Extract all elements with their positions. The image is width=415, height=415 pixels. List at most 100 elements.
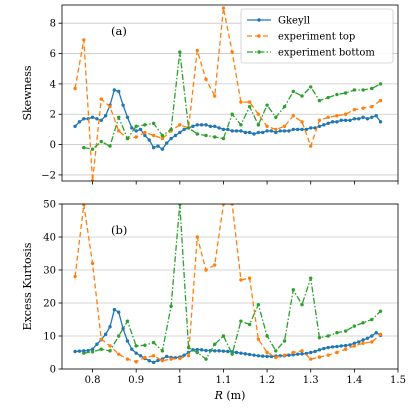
data-point-gkeyll [374,114,378,118]
data-point-experiment-bottom [335,92,339,97]
data-point-experiment-bottom [317,98,322,103]
y-tick-label: 2 [50,110,56,121]
legend-label: experiment bottom [278,48,375,59]
data-point-experiment-bottom [178,204,182,206]
data-point-experiment-top [213,263,217,267]
legend-box [240,8,394,64]
data-point-experiment-top [108,344,112,348]
data-point-gkeyll [239,351,243,355]
data-point-gkeyll [309,350,313,355]
data-point-experiment-bottom [90,147,95,151]
data-point-experiment-top [309,357,313,361]
data-point-experiment-top [90,179,95,181]
data-point-experiment-top [221,6,226,10]
data-point-gkeyll [287,129,291,133]
data-point-gkeyll [339,118,343,123]
data-point-experiment-top [282,124,287,129]
data-point-gkeyll [378,120,383,124]
data-point-experiment-bottom [125,136,130,141]
data-point-experiment-bottom [90,350,95,354]
data-point-gkeyll [322,123,326,127]
data-point-experiment-bottom [309,85,313,89]
data-point-experiment-bottom [265,103,269,107]
x-tick-label: 1.1 [216,375,232,386]
data-point-gkeyll [300,352,304,356]
data-point-experiment-top [186,354,191,358]
data-point-gkeyll [90,115,95,119]
data-point-experiment-top [291,114,295,118]
data-point-experiment-top [195,48,199,53]
data-point-gkeyll [103,332,108,337]
data-point-experiment-bottom [343,91,348,95]
data-point-experiment-top [256,112,261,116]
data-point-experiment-top [213,94,217,98]
legend-label: experiment top [278,32,355,43]
data-point-gkeyll [234,350,239,355]
data-point-gkeyll [348,343,352,347]
data-point-gkeyll [243,130,247,135]
data-point-experiment-top [361,341,365,345]
data-point-experiment-top [73,274,77,279]
data-point-gkeyll [352,117,357,121]
data-point-experiment-top [99,337,103,341]
data-point-experiment-top [300,120,304,124]
data-point-gkeyll [226,349,230,354]
data-point-gkeyll [265,129,269,133]
data-point-experiment-bottom [134,124,138,129]
data-point-experiment-bottom [125,319,130,323]
data-point-experiment-top [230,50,234,54]
data-point-gkeyll [182,127,186,132]
data-point-experiment-bottom [221,334,226,338]
data-point-experiment-top [378,98,383,103]
data-point-experiment-bottom [134,344,138,348]
data-point-gkeyll [374,331,378,335]
data-point-experiment-bottom [239,123,243,127]
data-point-gkeyll [291,127,295,132]
data-point-experiment-bottom [99,139,103,144]
panel-a: −2 0 2 4 6 8 Skewness (a) Gkeyll experiment top ex… [21,4,399,185]
data-point-experiment-bottom [204,133,208,138]
data-point-experiment-bottom [186,126,191,130]
legend-label: Gkeyll [278,16,310,27]
data-point-experiment-bottom [274,349,278,353]
data-point-experiment-bottom [265,334,269,338]
data-point-experiment-top [256,337,261,341]
data-point-gkeyll [86,348,90,353]
data-point-gkeyll [252,353,256,357]
data-point-gkeyll [178,130,182,135]
data-point-gkeyll [243,352,247,356]
data-point-gkeyll [108,325,112,329]
data-point-gkeyll [252,132,256,136]
data-point-experiment-bottom [300,302,304,307]
y-tick-label: 40 [43,233,56,244]
data-point-gkeyll [261,354,265,358]
data-point-gkeyll [173,133,178,138]
data-point-gkeyll [247,130,252,135]
data-point-gkeyll [82,117,86,121]
data-point-gkeyll [143,133,147,138]
data-point-gkeyll [112,307,117,312]
data-point-gkeyll [191,124,195,129]
data-point-experiment-top [151,354,156,358]
panel-label: (b) [111,223,127,237]
y-tick-label: 4 [50,79,56,90]
data-point-experiment-top [378,332,383,337]
data-point-experiment-bottom [82,351,86,355]
data-point-experiment-top [117,352,121,356]
data-point-gkeyll [103,114,108,118]
data-point-experiment-bottom [378,309,383,313]
data-point-experiment-bottom [326,334,330,338]
plot-area [73,6,383,181]
data-point-gkeyll [134,351,138,355]
data-point-gkeyll [330,345,335,349]
panel-b: 0.8 0.9 1 1.1 1.2 1.3 1.4 1.5 0 10 20 30 40 50 Excess … [21,200,406,403]
data-point-experiment-top [151,133,156,138]
data-point-gkeyll [317,348,322,352]
data-point-experiment-top [239,278,243,282]
data-point-experiment-bottom [317,335,322,340]
data-point-experiment-bottom [247,322,252,327]
data-point-gkeyll [95,342,99,346]
data-point-experiment-top [291,350,295,355]
data-point-gkeyll [357,117,361,121]
legend-marker [257,34,261,38]
